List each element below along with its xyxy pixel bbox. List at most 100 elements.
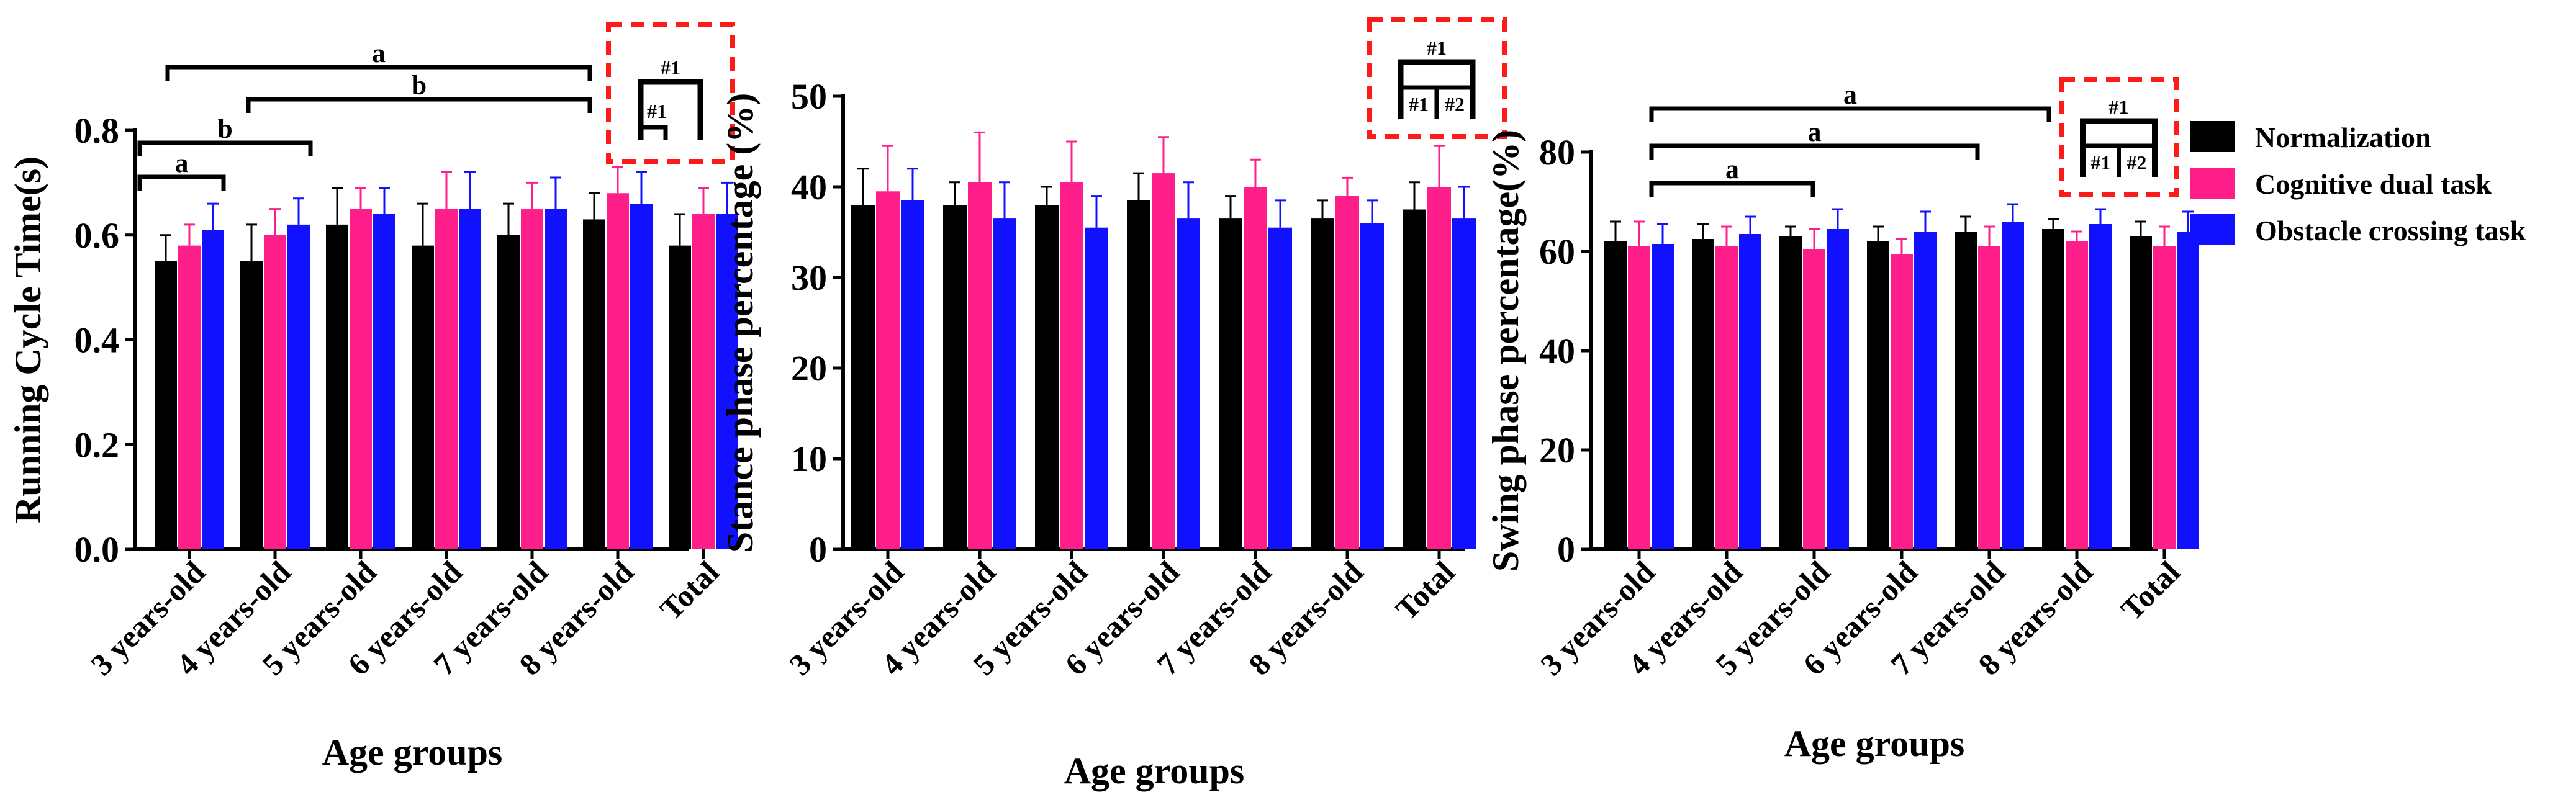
bar xyxy=(669,245,691,549)
posthoc-box xyxy=(606,22,735,164)
bar xyxy=(1177,218,1200,550)
bar xyxy=(1152,173,1175,550)
posthoc-bracket xyxy=(1398,59,1476,119)
legend-item xyxy=(2190,121,2235,152)
bar xyxy=(521,209,543,549)
significance-label: b xyxy=(412,70,427,101)
bar xyxy=(1803,249,1825,549)
bar xyxy=(1452,218,1476,550)
bar xyxy=(412,245,434,549)
bar xyxy=(1867,241,1889,549)
y-tick-label: 30 xyxy=(791,258,827,298)
posthoc-bracket xyxy=(641,125,668,140)
bar xyxy=(1127,200,1150,549)
legend-swatch xyxy=(2190,168,2235,199)
panel-2 xyxy=(833,17,1507,559)
bar xyxy=(1715,246,1738,549)
x-axis-title: Age groups xyxy=(322,732,503,773)
bar xyxy=(1652,244,1674,549)
posthoc-label: #1 xyxy=(647,100,667,122)
y-tick-label: 0.4 xyxy=(75,320,120,361)
x-axis-title: Age groups xyxy=(1784,723,1965,764)
bar xyxy=(2177,232,2199,549)
bar xyxy=(2130,236,2152,549)
bar xyxy=(1268,227,1292,549)
significance-bracket xyxy=(137,174,226,191)
y-tick-label: 10 xyxy=(791,439,827,479)
posthoc-label: #1 xyxy=(1409,93,1429,115)
bar xyxy=(1628,246,1650,549)
bar xyxy=(993,218,1016,550)
y-tick-label: 0.8 xyxy=(75,110,120,151)
y-tick-label: 20 xyxy=(1539,430,1575,470)
bar xyxy=(876,191,900,549)
bar xyxy=(178,245,201,549)
bar xyxy=(2002,222,2024,549)
bar xyxy=(607,193,629,549)
bar xyxy=(1360,223,1384,549)
bar xyxy=(240,261,263,549)
bar xyxy=(1085,227,1108,549)
bar xyxy=(1219,218,1242,550)
y-axis-title: Stance phase percentage (%) xyxy=(720,93,761,552)
bar xyxy=(1779,236,1802,549)
panel-3 xyxy=(1581,77,2199,559)
bracket-line xyxy=(137,140,313,156)
bracket-line xyxy=(1649,143,1980,160)
panel-1 xyxy=(125,22,738,559)
significance-label: a xyxy=(1725,154,1739,184)
posthoc-inset xyxy=(2059,77,2179,197)
significance-bracket xyxy=(1649,143,1980,160)
legend-label: Cognitive dual task xyxy=(2255,168,2492,200)
significance-label: a xyxy=(1843,79,1857,110)
bar xyxy=(497,235,520,549)
bar xyxy=(202,230,224,549)
bracket-line xyxy=(137,174,226,191)
posthoc-label: #1 xyxy=(1427,37,1447,59)
significance-label: b xyxy=(217,114,232,144)
significance-label: a xyxy=(175,148,189,178)
y-tick-label: 0.0 xyxy=(75,529,120,570)
bar xyxy=(264,235,286,549)
posthoc-label: #2 xyxy=(2127,151,2147,174)
significance-label: a xyxy=(1808,117,1822,147)
posthoc-label: #2 xyxy=(1445,93,1465,115)
bar xyxy=(1891,254,1913,549)
bar xyxy=(155,261,177,549)
bar xyxy=(968,182,992,549)
significance-label: a xyxy=(372,38,386,68)
bar xyxy=(545,209,567,549)
y-tick-label: 40 xyxy=(1539,331,1575,371)
bar xyxy=(2066,241,2088,549)
y-tick-label: 0.2 xyxy=(75,425,120,465)
bar xyxy=(326,224,348,549)
posthoc-bracket xyxy=(2080,118,2158,177)
y-tick-label: 20 xyxy=(791,348,827,389)
posthoc-label: #1 xyxy=(661,56,680,79)
legend-item xyxy=(2190,214,2235,245)
x-axis-title: Age groups xyxy=(1064,750,1245,791)
bracket-line xyxy=(1649,181,1815,197)
bar xyxy=(901,200,924,549)
bar xyxy=(1403,209,1426,549)
y-axis-title: Running Cycle Time(s) xyxy=(7,156,48,523)
bar xyxy=(2089,224,2112,549)
significance-bracket xyxy=(246,97,592,113)
posthoc-inset xyxy=(1367,17,1507,139)
posthoc-label: #1 xyxy=(2109,96,2129,118)
bar xyxy=(1955,232,1977,549)
legend-label: Normalization xyxy=(2255,122,2431,153)
bar xyxy=(1692,239,1714,549)
posthoc-label: #1 xyxy=(2091,151,2111,174)
bar xyxy=(943,205,967,549)
legend-label: Obstacle crossing task xyxy=(2255,215,2526,246)
y-tick-label: 80 xyxy=(1539,132,1575,173)
significance-bracket xyxy=(137,140,313,156)
x-tick-label: Total xyxy=(653,554,726,627)
legend-swatch xyxy=(2190,121,2235,152)
bar xyxy=(851,205,875,549)
legend xyxy=(2190,121,2235,245)
y-tick-label: 40 xyxy=(791,167,827,207)
posthoc-inset xyxy=(606,22,735,164)
y-tick-label: 0 xyxy=(809,529,827,570)
